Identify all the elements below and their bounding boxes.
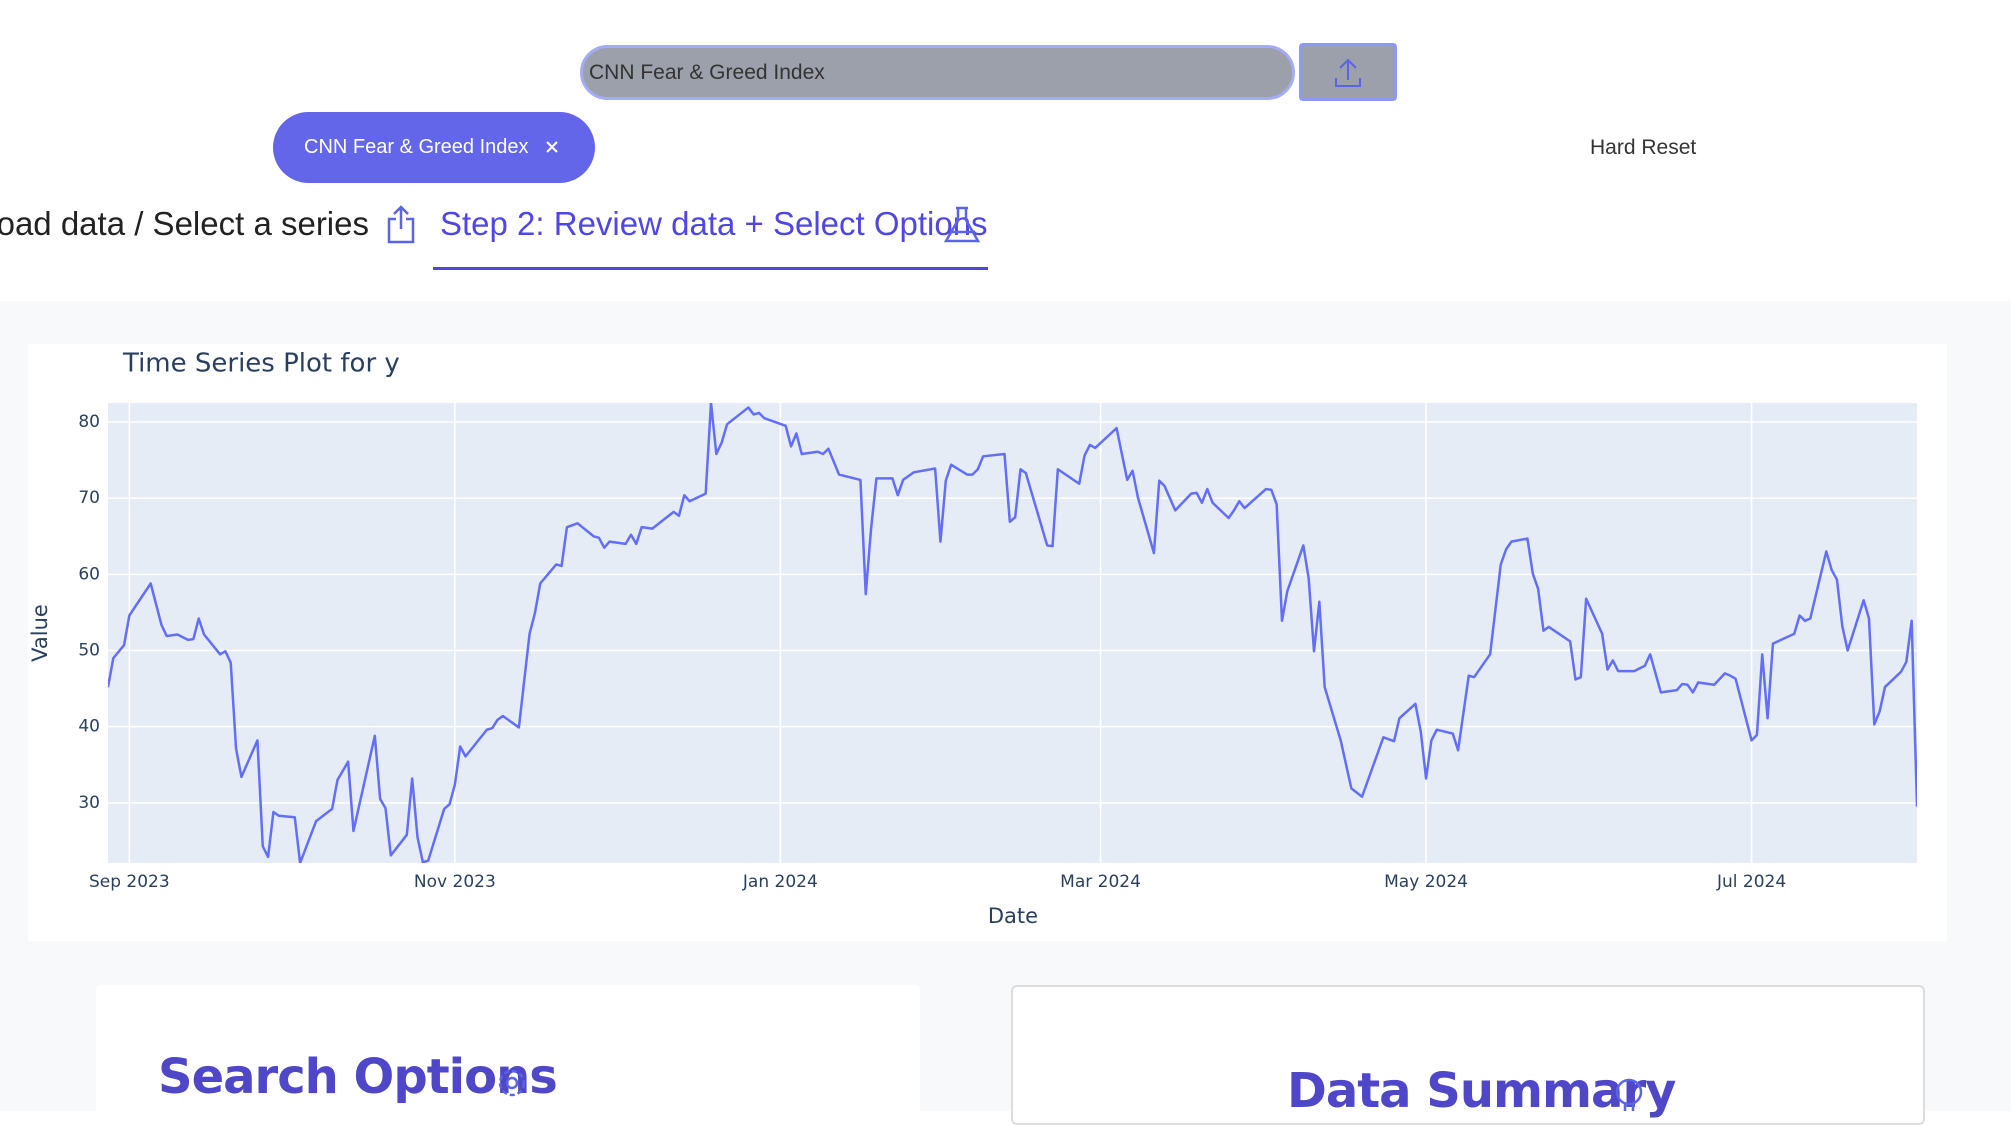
x-tick-label: Nov 2023 [414,872,496,892]
upload-icon [1335,58,1361,87]
card-title: Data Summary [1287,1063,1676,1119]
tab-step2[interactable]: Step 2: Review data + Select Options [440,205,988,242]
x-tick-label: Sep 2023 [89,872,170,892]
x-tick-label: Jan 2024 [742,872,818,892]
x-axis-label: Date [988,904,1038,928]
y-tick-label: 30 [78,793,100,813]
hard-reset[interactable]: Hard Reset [1590,136,1697,159]
tab-upload-icon [387,205,415,244]
data-summary-card: Data Summary [1011,985,1925,1125]
y-tick-label: 40 [78,717,100,737]
search-input[interactable]: CNN Fear & Greed Index [580,45,1295,100]
chip-remove[interactable] [545,140,559,154]
chip-label: CNN Fear & Greed Index [304,136,529,158]
y-tick-label: 50 [78,641,100,661]
card-title: Search Options [158,1049,558,1105]
x-tick-label: Jul 2024 [1716,872,1786,892]
y-tick-label: 80 [78,412,100,432]
chart-title: Time Series Plot for y [122,349,400,379]
y-tick-label: 70 [78,488,100,508]
tab-step1[interactable]: Upload data / Select a series [0,205,369,242]
upload-button[interactable] [1299,43,1397,101]
y-axis-label: Value [28,604,52,662]
selected-chip[interactable]: CNN Fear & Greed Index [273,112,595,183]
bulb-icon [1615,1078,1643,1111]
series-line [108,403,1917,863]
search-options-card: Search Options [96,985,920,1125]
tab-underline [433,267,988,270]
plot-area [108,403,1917,863]
gear-icon [498,1069,526,1097]
x-tick-label: May 2024 [1384,872,1468,892]
x-tick-label: Mar 2024 [1060,872,1141,892]
y-tick-label: 60 [78,564,100,584]
tab-flask-icon [943,206,981,243]
chart: Time Series Plot for y Date Value 30 40 50… [28,344,1947,941]
